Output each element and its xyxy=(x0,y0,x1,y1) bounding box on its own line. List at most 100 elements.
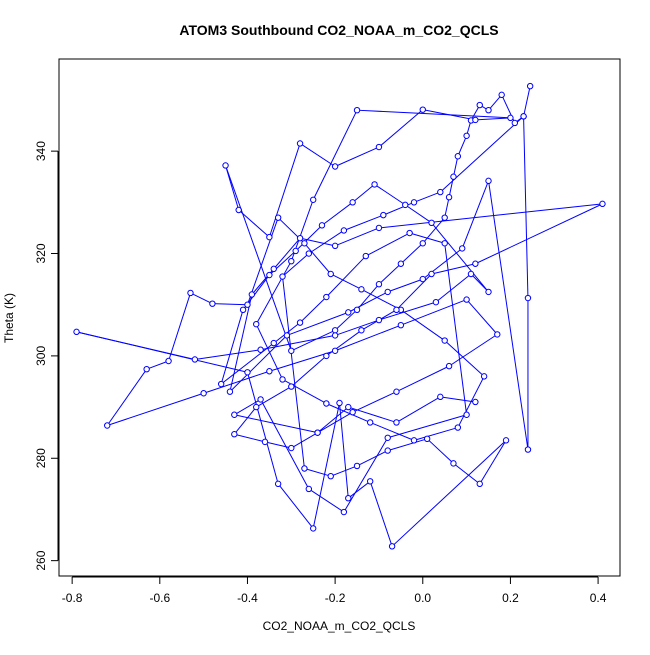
series-line-segment xyxy=(369,421,415,441)
x-axis-label: CO2_NOAA_m_CO2_QCLS xyxy=(263,619,416,633)
data-point xyxy=(441,337,448,344)
series-line-segment xyxy=(334,227,380,247)
data-point xyxy=(450,173,457,180)
data-point xyxy=(366,478,374,485)
series-line-segment xyxy=(391,439,507,547)
series-line-segment xyxy=(286,311,349,336)
data-point xyxy=(323,400,330,407)
x-axis: -0.8 -0.6 -0.4 -0.2 0.0 0.2 0.4 xyxy=(62,576,607,605)
data-point xyxy=(467,270,475,278)
series-line-segment xyxy=(413,191,441,203)
data-point xyxy=(231,411,238,418)
series-line-segment xyxy=(396,365,450,393)
series-line-segment xyxy=(282,276,305,469)
y-tick-label: 300 xyxy=(34,346,48,366)
series-line-segment xyxy=(400,309,445,341)
data-point xyxy=(441,214,448,221)
data-point xyxy=(345,309,352,316)
x-tick-label: -0.4 xyxy=(237,591,258,605)
data-point xyxy=(371,181,378,188)
data-point xyxy=(327,270,334,278)
series-line-segment xyxy=(466,299,498,335)
series-line-segment xyxy=(383,201,415,216)
data-point xyxy=(524,446,532,453)
series-line-segment xyxy=(146,360,169,370)
series-line-segment xyxy=(290,355,327,387)
data-point xyxy=(288,347,295,354)
series-line-segment xyxy=(457,376,485,428)
data-point xyxy=(375,281,383,288)
data-point xyxy=(288,383,295,390)
series-line-segment xyxy=(356,450,388,467)
data-point xyxy=(270,265,277,273)
data-point xyxy=(310,196,317,203)
y-tick-label: 280 xyxy=(34,448,48,468)
series-line-segment xyxy=(229,335,288,393)
series-line-segment xyxy=(378,301,437,321)
data-point xyxy=(296,319,304,326)
series-line-segment xyxy=(378,203,603,229)
data-point xyxy=(353,306,361,314)
series-line-segment xyxy=(317,406,349,434)
series-line-segment xyxy=(431,222,489,293)
series-line-segment xyxy=(308,488,345,513)
series-line-segment xyxy=(488,180,529,450)
series-line-segment xyxy=(426,438,454,464)
series-line-segment xyxy=(194,349,261,360)
data-point xyxy=(526,82,534,90)
data-point xyxy=(388,543,396,550)
series-line-segment xyxy=(413,427,458,441)
series-line-segment xyxy=(220,342,275,385)
data-point xyxy=(485,106,492,114)
data-point xyxy=(476,480,483,488)
series-line-segment xyxy=(234,414,318,434)
series-line-segment xyxy=(357,109,511,119)
series-line-segment xyxy=(378,109,424,148)
data-point xyxy=(266,271,273,279)
series-line-segment xyxy=(295,225,323,252)
series-line-segment xyxy=(387,438,428,452)
series-line-segment xyxy=(291,432,318,449)
data-point xyxy=(305,250,313,257)
series-line-segment xyxy=(422,217,446,244)
series-line-segment xyxy=(282,378,327,404)
data-point xyxy=(296,140,304,147)
data-point xyxy=(419,106,426,113)
x-tick-label: -0.8 xyxy=(62,591,83,605)
data-point xyxy=(288,257,295,265)
data-point xyxy=(226,388,234,395)
data-point xyxy=(397,260,405,267)
data-point xyxy=(485,177,492,185)
data-point xyxy=(485,288,492,296)
series-line-segment xyxy=(444,197,450,218)
series-line-segment xyxy=(339,402,349,499)
data-point xyxy=(266,368,273,375)
series-line-segment xyxy=(299,237,336,247)
series-line-segment xyxy=(234,433,266,443)
data-point xyxy=(454,424,462,431)
series-line-segment xyxy=(225,165,240,211)
series-line-segment xyxy=(374,183,406,206)
series-line-segment xyxy=(387,414,467,439)
y-tick-label: 340 xyxy=(34,141,48,161)
data-point xyxy=(217,380,225,388)
data-point xyxy=(305,485,313,493)
series-line-segment xyxy=(225,165,292,351)
series-line-segment xyxy=(106,368,148,426)
data-point xyxy=(393,306,400,314)
data-point xyxy=(599,200,606,208)
series-line-segment xyxy=(457,135,468,157)
data-point xyxy=(222,162,229,169)
data-point xyxy=(253,403,260,411)
data-point xyxy=(200,390,207,397)
data-point xyxy=(336,399,343,407)
data-point xyxy=(375,224,383,232)
series-line-segment xyxy=(369,481,393,547)
series-line-segment xyxy=(444,340,485,377)
data-point xyxy=(384,288,391,296)
data-point xyxy=(476,101,483,109)
data-point xyxy=(244,369,251,376)
series-line-segment xyxy=(409,232,445,244)
data-point xyxy=(327,472,334,480)
